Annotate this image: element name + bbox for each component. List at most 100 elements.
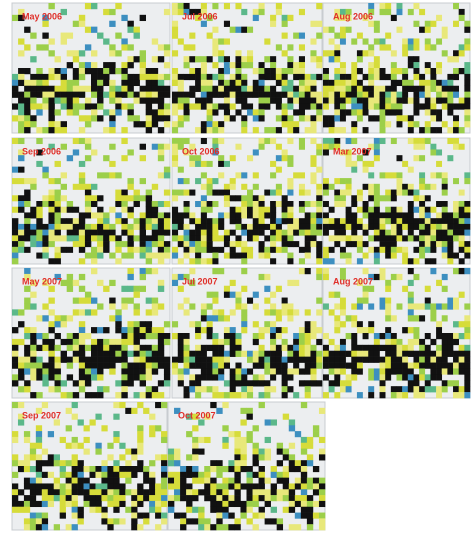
cell <box>109 368 115 374</box>
cell <box>54 460 60 466</box>
cell <box>374 212 380 218</box>
cell <box>30 392 36 398</box>
cell <box>127 86 133 92</box>
cell <box>115 309 121 315</box>
cell <box>287 127 293 133</box>
cell <box>48 127 54 133</box>
cell <box>408 368 414 374</box>
cell <box>195 345 201 351</box>
cell <box>323 357 329 363</box>
cell <box>184 190 190 196</box>
cell <box>323 144 329 150</box>
cell <box>276 351 282 357</box>
cell <box>241 121 247 127</box>
cell <box>61 247 67 253</box>
cell <box>316 247 322 253</box>
cell <box>247 380 253 386</box>
cell <box>207 327 213 333</box>
cell <box>293 62 299 68</box>
cell <box>363 351 369 357</box>
cell <box>464 241 470 247</box>
cell <box>103 363 109 369</box>
cell <box>55 201 61 207</box>
cell <box>447 103 453 109</box>
cell <box>198 524 204 530</box>
cell <box>212 292 218 298</box>
cell <box>346 184 352 190</box>
cell <box>413 333 419 339</box>
cell <box>55 357 61 363</box>
cell <box>464 230 470 236</box>
cell <box>207 315 213 321</box>
cell <box>72 437 78 443</box>
cell <box>207 103 213 109</box>
cell <box>164 167 170 173</box>
cell <box>357 86 363 92</box>
cell <box>310 218 316 224</box>
cell <box>289 419 295 425</box>
cell <box>85 380 91 386</box>
cell <box>121 190 127 196</box>
cell <box>61 103 67 109</box>
cell <box>391 62 397 68</box>
cell <box>301 489 307 495</box>
cell <box>18 207 24 213</box>
cell <box>305 247 311 253</box>
cell <box>222 483 228 489</box>
cell <box>172 138 178 144</box>
cell <box>134 309 140 315</box>
cell <box>442 286 448 292</box>
cell <box>319 483 325 489</box>
cell <box>270 363 276 369</box>
cell <box>24 507 30 513</box>
cell <box>61 315 67 321</box>
cell <box>127 62 133 68</box>
cell <box>125 472 131 478</box>
cell <box>42 495 48 501</box>
cell <box>459 392 465 398</box>
cell <box>464 68 470 74</box>
cell <box>30 230 36 236</box>
cell <box>305 327 311 333</box>
cell <box>305 380 311 386</box>
cell <box>346 86 352 92</box>
cell <box>270 235 276 241</box>
cell <box>247 103 253 109</box>
cell <box>374 144 380 150</box>
cell <box>73 207 79 213</box>
cell <box>30 212 36 218</box>
cell <box>351 224 357 230</box>
cell <box>276 98 282 104</box>
cell <box>368 86 374 92</box>
cell <box>158 339 164 345</box>
cell <box>121 127 127 133</box>
cell <box>18 402 24 408</box>
cell <box>218 368 224 374</box>
cell <box>201 258 207 264</box>
cell <box>391 98 397 104</box>
cell <box>340 321 346 327</box>
cell <box>282 235 288 241</box>
cell <box>42 513 48 519</box>
cell <box>24 224 30 230</box>
cell <box>18 368 24 374</box>
cell <box>172 235 178 241</box>
cell <box>30 513 36 519</box>
cell <box>12 460 18 466</box>
cell <box>293 351 299 357</box>
cell <box>178 121 184 127</box>
cell <box>368 286 374 292</box>
cell <box>430 149 436 155</box>
cell <box>287 218 293 224</box>
cell <box>140 224 146 230</box>
cell <box>299 357 305 363</box>
cell <box>235 50 241 56</box>
cell <box>218 38 224 44</box>
cell <box>316 268 322 274</box>
cell <box>363 167 369 173</box>
cell <box>323 50 329 56</box>
cell <box>380 380 386 386</box>
cell <box>282 363 288 369</box>
cell <box>30 454 36 460</box>
cell <box>61 392 67 398</box>
